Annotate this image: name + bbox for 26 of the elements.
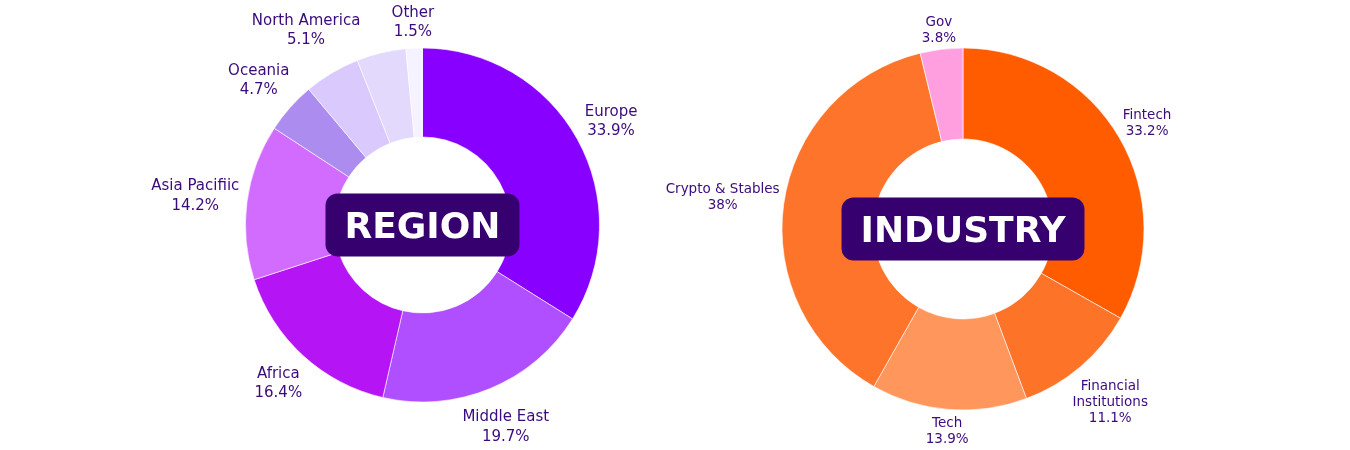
data-label: 19.7% bbox=[481, 426, 530, 445]
data-label: 1.5% bbox=[393, 22, 432, 41]
data-label: 38% bbox=[707, 195, 738, 212]
slice-label: Fintech bbox=[1122, 105, 1172, 122]
data-label: 13.9% bbox=[925, 430, 969, 447]
slice-label: Europe bbox=[584, 101, 638, 120]
text: REGION bbox=[344, 204, 501, 246]
slice-label: Tech bbox=[931, 414, 963, 431]
data-label: 4.7% bbox=[239, 80, 278, 99]
slice-label: Oceania bbox=[228, 60, 290, 79]
slice-label: Other bbox=[391, 2, 436, 21]
data-label: 14.2% bbox=[171, 195, 220, 214]
slice-label: Gov bbox=[925, 12, 953, 29]
text: INDUSTRY bbox=[860, 208, 1067, 250]
slice-label: Asia Pacifiic bbox=[151, 176, 240, 195]
data-label: 16.4% bbox=[254, 383, 303, 402]
data-label: 33.9% bbox=[587, 121, 635, 140]
data-label: 11.1% bbox=[1088, 409, 1132, 426]
slice-label: Africa bbox=[256, 363, 300, 382]
slice-label: Middle East bbox=[462, 407, 550, 426]
data-label: 3.8% bbox=[921, 28, 957, 45]
slice-label: Crypto & Stables bbox=[665, 179, 780, 196]
slice-label: North America bbox=[251, 10, 361, 29]
data-label: 5.1% bbox=[287, 30, 326, 49]
slice-label: Financial Institutions bbox=[1072, 377, 1148, 410]
data-label: 33.2% bbox=[1125, 121, 1169, 138]
